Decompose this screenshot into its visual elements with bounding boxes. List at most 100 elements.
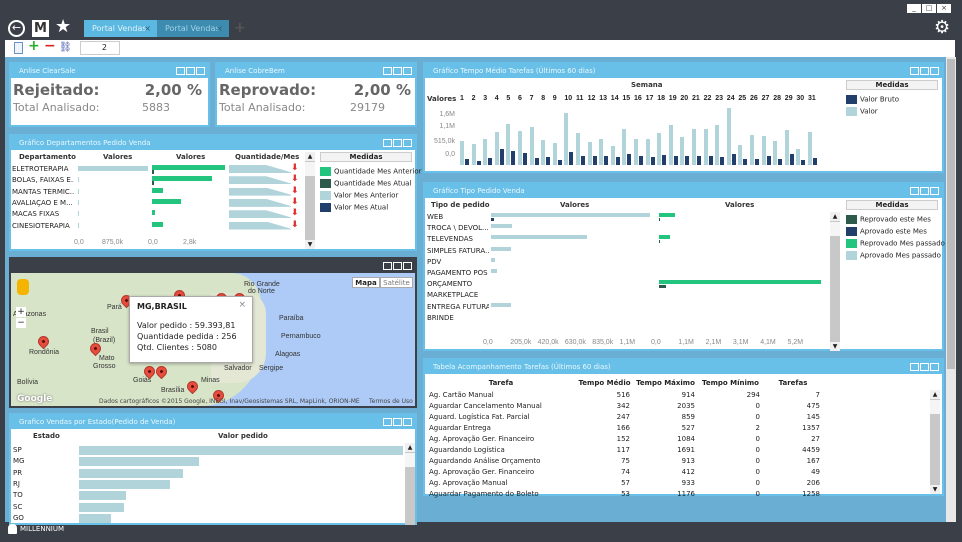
- bar-valor-pedido[interactable]: [79, 491, 126, 501]
- column-header[interactable]: Tempo Máximo: [636, 378, 695, 387]
- bar-valor-bruto[interactable]: [755, 158, 759, 165]
- bar-valor[interactable]: [657, 132, 662, 165]
- bar-valor[interactable]: [692, 129, 696, 165]
- bar-valor-bruto[interactable]: [743, 158, 748, 165]
- bar-valor-bruto[interactable]: [731, 153, 736, 165]
- col-departamento[interactable]: Departamento: [19, 153, 76, 161]
- bar-reprovado-este-mes[interactable]: [659, 240, 660, 244]
- bar-valor[interactable]: [680, 136, 685, 165]
- bar-aprovado-mes-passado[interactable]: [491, 213, 651, 217]
- bar-valor[interactable]: [529, 126, 534, 165]
- bar-valor[interactable]: [506, 123, 511, 165]
- add-icon[interactable]: +: [28, 38, 40, 54]
- bar-valor[interactable]: [483, 138, 488, 165]
- bar-valor-bruto[interactable]: [534, 157, 539, 165]
- bar-valor[interactable]: [784, 129, 789, 165]
- bar-valor[interactable]: [796, 149, 801, 165]
- table-row[interactable]: Aguardando Análise Orçamento 75 913 0 167: [426, 455, 823, 466]
- window-buttons[interactable]: [383, 67, 412, 75]
- bar-quantidade-mes-anterior[interactable]: [152, 176, 212, 182]
- legend-item[interactable]: Reprovado Mes passado: [846, 239, 945, 248]
- bar-valor-mes-anterior[interactable]: [78, 222, 79, 228]
- bar-valor[interactable]: [460, 140, 464, 165]
- table-row[interactable]: Aguardar Pagamento do Boleto 53 1176 0 1258: [426, 488, 823, 499]
- window-buttons[interactable]: [383, 139, 412, 147]
- settings-gear-icon[interactable]: ⚙: [934, 17, 951, 38]
- bar-valor-bruto[interactable]: [546, 156, 551, 165]
- bar-valor-bruto[interactable]: [789, 153, 794, 165]
- scrollbar[interactable]: ▲ ▼: [930, 390, 940, 494]
- tab-portal-vendas-1[interactable]: Portal Vendas ×: [84, 20, 157, 37]
- legend-item[interactable]: Valor: [846, 107, 878, 116]
- bar-quantidade-mes-anterior[interactable]: [152, 187, 163, 193]
- table-row[interactable]: Aguard. Logística Fat. Parcial 247 859 0 145: [426, 411, 823, 422]
- bar-valor-bruto[interactable]: [488, 157, 493, 165]
- back-button[interactable]: ←: [8, 20, 25, 37]
- bar-valor[interactable]: [494, 131, 499, 165]
- bar-valor-bruto[interactable]: [523, 152, 527, 165]
- bar-valor[interactable]: [808, 131, 812, 165]
- scrollbar[interactable]: ▲: [405, 443, 415, 525]
- legend-item[interactable]: Quantidade Mes Anterior: [320, 167, 422, 176]
- table-row[interactable]: Aguardar Cancelamento Manual 342 2035 0 475: [426, 400, 823, 411]
- bar-valor-pedido[interactable]: [79, 468, 183, 478]
- bar-valor-bruto[interactable]: [662, 154, 667, 165]
- bar-valor-bruto[interactable]: [720, 156, 725, 165]
- col-tipo-pedido[interactable]: Tipo de pedido: [431, 201, 490, 209]
- map-type-satellite-button[interactable]: Satélite: [380, 277, 413, 288]
- table-row[interactable]: Aguardando Logística 117 1691 0 4459: [426, 444, 823, 455]
- bar-quantidade-mes-anterior[interactable]: [152, 165, 225, 170]
- bar-valor-bruto[interactable]: [604, 155, 609, 165]
- bar-valor-bruto[interactable]: [639, 156, 643, 165]
- bar-aprovado-mes-passado[interactable]: [491, 224, 513, 229]
- col-estado[interactable]: Estado: [33, 432, 60, 440]
- bar-valor-bruto[interactable]: [813, 157, 817, 165]
- legend-item[interactable]: Quantidade Mes Atual: [320, 179, 411, 188]
- bar-valor[interactable]: [715, 124, 720, 165]
- bar-valor[interactable]: [668, 125, 673, 165]
- column-header[interactable]: Tarefas: [778, 378, 808, 387]
- bar-valor-bruto[interactable]: [627, 153, 632, 165]
- bar-valor-bruto[interactable]: [685, 155, 690, 165]
- bar-valor-bruto[interactable]: [650, 156, 655, 165]
- bar-valor-bruto[interactable]: [615, 156, 620, 165]
- bar-quantidade-mes-anterior[interactable]: [152, 198, 182, 204]
- table-row[interactable]: Aguardar Entrega 166 527 2 1357: [426, 422, 823, 433]
- bar-valor-bruto[interactable]: [569, 151, 574, 165]
- bar-valor-bruto[interactable]: [499, 149, 504, 165]
- close-window-button[interactable]: ×: [937, 4, 951, 13]
- bar-reprovado-este-mes[interactable]: [659, 218, 660, 221]
- bar-aprovado-mes-passado[interactable]: [491, 235, 588, 240]
- bar-valor-bruto[interactable]: [465, 158, 469, 165]
- bar-valor-bruto[interactable]: [778, 158, 783, 165]
- bar-valor-bruto[interactable]: [511, 150, 516, 165]
- new-document-icon[interactable]: [14, 42, 23, 54]
- window-buttons[interactable]: [176, 67, 205, 75]
- legend-item[interactable]: Valor Bruto: [846, 95, 899, 104]
- bar-valor-bruto[interactable]: [557, 160, 562, 165]
- bar-valor[interactable]: [610, 146, 615, 165]
- bar-valor[interactable]: [564, 113, 569, 165]
- bar-valor-mes-anterior[interactable]: [78, 188, 80, 194]
- bar-valor[interactable]: [773, 141, 778, 165]
- bar-valor-pedido[interactable]: [79, 502, 125, 512]
- bar-valor[interactable]: [471, 144, 476, 165]
- maximize-button[interactable]: □: [922, 4, 936, 13]
- legend-item[interactable]: Valor Mes Anterior: [320, 191, 398, 200]
- table-row[interactable]: Ag. Aprovação Ger. Financeiro 152 1084 0 27: [426, 433, 823, 444]
- app-logo[interactable]: M: [32, 20, 49, 37]
- bar-reprovado-este-mes[interactable]: [659, 285, 666, 289]
- bar-valor-bruto[interactable]: [673, 156, 678, 165]
- bar-valor-bruto[interactable]: [581, 155, 585, 165]
- table-row[interactable]: Ag. Aprovação Ger. Financeiro 74 412 0 49: [426, 466, 823, 477]
- zoom-out-button[interactable]: −: [16, 318, 26, 328]
- popup-close-icon[interactable]: ×: [238, 300, 246, 310]
- bar-reprovado-mes-passado[interactable]: [659, 213, 675, 217]
- window-buttons[interactable]: [910, 363, 939, 371]
- bar-reprovado-mes-passado[interactable]: [659, 280, 821, 285]
- bar-valor[interactable]: [576, 132, 580, 165]
- zoom-in-button[interactable]: +: [16, 307, 26, 317]
- terms-link[interactable]: Termos de Uso: [369, 398, 413, 405]
- bar-quantidade-mes-anterior[interactable]: [152, 210, 155, 216]
- bar-valor-mes-anterior[interactable]: [78, 211, 79, 217]
